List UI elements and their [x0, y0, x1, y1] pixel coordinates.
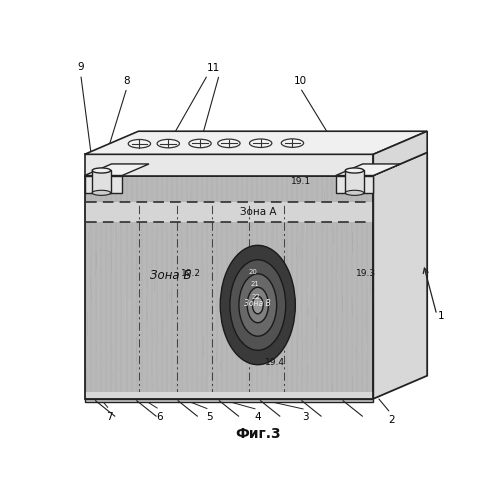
Polygon shape: [373, 152, 427, 399]
Ellipse shape: [128, 140, 150, 148]
Polygon shape: [85, 154, 373, 176]
Text: Фиг.3: Фиг.3: [235, 427, 281, 441]
Text: 5: 5: [206, 412, 213, 422]
Text: 21: 21: [250, 281, 259, 287]
Ellipse shape: [230, 260, 286, 350]
Polygon shape: [85, 164, 149, 175]
Ellipse shape: [345, 190, 364, 196]
Text: 8: 8: [124, 76, 130, 86]
Text: 2: 2: [388, 414, 395, 424]
Text: 7: 7: [106, 412, 113, 422]
Text: Зона В: Зона В: [244, 298, 271, 308]
Text: 20: 20: [248, 270, 258, 276]
Text: 6: 6: [156, 412, 163, 422]
Polygon shape: [85, 399, 373, 402]
Text: Зона А: Зона А: [239, 208, 276, 218]
Ellipse shape: [189, 139, 211, 147]
Ellipse shape: [247, 288, 269, 322]
Text: 19.4: 19.4: [265, 358, 285, 366]
Polygon shape: [373, 131, 427, 176]
Ellipse shape: [220, 246, 295, 364]
Text: 19.1: 19.1: [291, 177, 311, 186]
Ellipse shape: [92, 168, 111, 173]
Polygon shape: [336, 164, 400, 175]
Text: 10: 10: [294, 76, 307, 86]
Ellipse shape: [218, 139, 240, 147]
Ellipse shape: [345, 168, 364, 173]
Ellipse shape: [249, 139, 272, 147]
Ellipse shape: [157, 140, 180, 148]
Text: 1: 1: [438, 311, 445, 321]
Polygon shape: [85, 176, 373, 399]
Ellipse shape: [92, 190, 111, 196]
Text: 4: 4: [255, 412, 261, 422]
Polygon shape: [85, 131, 427, 154]
Text: 19.2: 19.2: [181, 269, 201, 278]
Text: 19.3: 19.3: [356, 269, 376, 278]
Ellipse shape: [253, 296, 263, 314]
Bar: [92, 170, 111, 193]
Ellipse shape: [239, 274, 277, 336]
Text: 22: 22: [252, 294, 261, 300]
Polygon shape: [85, 392, 373, 399]
Polygon shape: [336, 176, 373, 193]
Polygon shape: [85, 176, 122, 193]
Ellipse shape: [281, 139, 304, 147]
Text: 11: 11: [207, 63, 220, 73]
Text: 9: 9: [77, 62, 84, 72]
Text: 3: 3: [303, 412, 309, 422]
Text: Зона Б: Зона Б: [150, 270, 192, 282]
Bar: [345, 170, 364, 193]
Polygon shape: [85, 202, 373, 222]
